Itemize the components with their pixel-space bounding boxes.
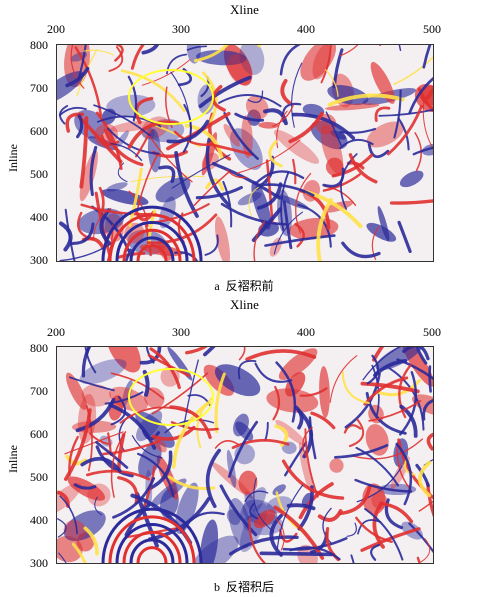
figure-panel-b: Xline 200 300 400 500 800 700 600 500 40… bbox=[0, 297, 489, 597]
x-tick-label: 500 bbox=[423, 325, 441, 339]
y-tick-label: 800 bbox=[18, 341, 48, 355]
x-tick-label: 400 bbox=[297, 22, 315, 36]
caption-text: 反褶积后 bbox=[226, 580, 274, 594]
y-tick-label: 400 bbox=[18, 210, 48, 224]
x-tick-label: 400 bbox=[297, 325, 315, 339]
caption-letter: b bbox=[214, 580, 220, 594]
caption-letter: a bbox=[214, 279, 219, 293]
y-tick-label: 400 bbox=[18, 513, 48, 527]
x-axis-title: Xline bbox=[230, 3, 259, 17]
y-tick-label: 500 bbox=[18, 470, 48, 484]
y-tick-label: 500 bbox=[18, 167, 48, 181]
figure-caption: b 反褶积后 bbox=[214, 578, 274, 595]
seismic-section-plot bbox=[56, 44, 434, 262]
x-axis-title: Xline bbox=[230, 298, 259, 312]
y-tick-label: 600 bbox=[18, 124, 48, 138]
seismic-amplitude-image bbox=[57, 347, 433, 563]
x-tick-label: 200 bbox=[47, 22, 65, 36]
reflector-event bbox=[430, 367, 431, 392]
y-tick-label: 700 bbox=[18, 81, 48, 95]
seismic-amplitude-image bbox=[57, 45, 433, 261]
figure-panel-a: Xline 200 300 400 500 800 700 600 500 40… bbox=[0, 0, 489, 300]
seismic-section-plot bbox=[56, 346, 434, 564]
x-tick-label: 200 bbox=[47, 325, 65, 339]
y-axis-title: Inline bbox=[6, 445, 21, 473]
y-tick-label: 700 bbox=[18, 384, 48, 398]
y-tick-label: 300 bbox=[18, 253, 48, 267]
reflector-event bbox=[261, 553, 333, 554]
y-axis-title: Inline bbox=[6, 144, 21, 172]
x-tick-label: 300 bbox=[172, 325, 190, 339]
caption-text: 反褶积前 bbox=[226, 279, 274, 293]
y-tick-label: 300 bbox=[18, 556, 48, 570]
y-tick-label: 800 bbox=[18, 38, 48, 52]
figure-caption: a 反褶积前 bbox=[214, 277, 273, 294]
x-tick-label: 500 bbox=[423, 22, 441, 36]
x-tick-label: 300 bbox=[172, 22, 190, 36]
y-tick-label: 600 bbox=[18, 427, 48, 441]
